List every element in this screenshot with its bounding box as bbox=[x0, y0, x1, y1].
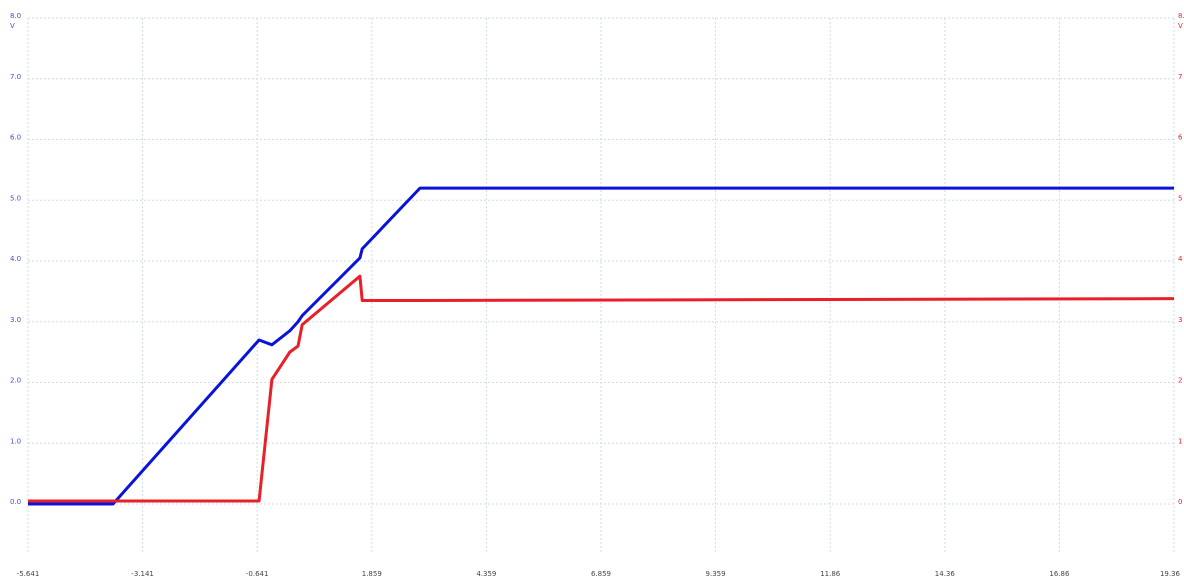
y-tick-label: 5.0 bbox=[10, 194, 21, 202]
y-tick-label: 0.0 bbox=[10, 498, 21, 506]
x-tick-label: -3.141 bbox=[131, 570, 154, 578]
x-tick-label: 16.86 bbox=[1049, 570, 1070, 578]
y2-tick-label: 7 bbox=[1178, 73, 1182, 81]
y-tick-label: 2.0 bbox=[10, 377, 21, 385]
y2-tick-label: 1 bbox=[1178, 437, 1182, 445]
x-tick-label: -5.641 bbox=[17, 570, 40, 578]
x-tick-label: 1.859 bbox=[362, 570, 382, 578]
x-tick-label: -0.641 bbox=[246, 570, 269, 578]
y2-unit: V bbox=[1178, 22, 1183, 30]
x-tick-label: 9.359 bbox=[706, 570, 726, 578]
y-tick-label: 3.0 bbox=[10, 316, 21, 324]
y2-tick-label: 6 bbox=[1178, 134, 1183, 142]
y-tick-label: 8.0 bbox=[10, 12, 21, 20]
x-tick-label: 19.36 bbox=[1160, 570, 1181, 578]
y2-tick-label: 2 bbox=[1178, 377, 1182, 385]
x-tick-label: 14.36 bbox=[935, 570, 956, 578]
x-tick-label: 6.859 bbox=[591, 570, 611, 578]
series-line bbox=[28, 186, 1174, 506]
y-tick-label: 7.0 bbox=[10, 73, 21, 81]
y2-tick-label: 3 bbox=[1178, 316, 1182, 324]
y2-tick-label: 0 bbox=[1178, 498, 1182, 506]
y2-tick-label: 8. bbox=[1178, 12, 1184, 20]
series-line bbox=[28, 274, 1175, 503]
y2-tick-label: 4 bbox=[1178, 255, 1183, 263]
x-tick-label: 4.359 bbox=[476, 570, 496, 578]
x-tick-label: 11.86 bbox=[820, 570, 841, 578]
y-tick-label: 4.0 bbox=[10, 255, 21, 263]
y-unit: V bbox=[10, 22, 15, 30]
y-tick-label: 1.0 bbox=[10, 437, 21, 445]
y-tick-label: 6.0 bbox=[10, 134, 21, 142]
y2-tick-label: 5 bbox=[1178, 194, 1182, 202]
